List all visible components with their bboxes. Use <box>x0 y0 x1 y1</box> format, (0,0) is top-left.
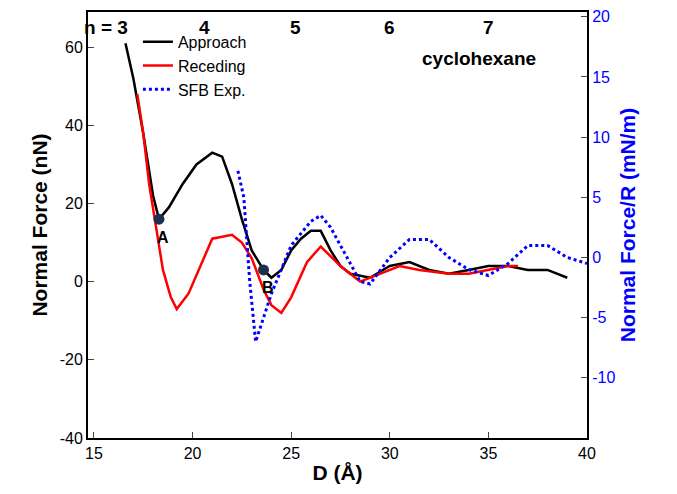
svg-text:Approach: Approach <box>178 34 247 51</box>
svg-text:6: 6 <box>384 17 395 38</box>
svg-text:15: 15 <box>85 445 103 462</box>
svg-text:-5: -5 <box>592 309 606 326</box>
svg-text:n = 3: n = 3 <box>84 17 128 38</box>
svg-text:30: 30 <box>381 445 399 462</box>
svg-text:cyclohexane: cyclohexane <box>422 48 536 69</box>
svg-text:15: 15 <box>592 69 610 86</box>
svg-text:40: 40 <box>65 117 83 134</box>
svg-text:4: 4 <box>199 17 210 38</box>
svg-text:35: 35 <box>479 445 497 462</box>
svg-text:0: 0 <box>74 273 83 290</box>
svg-text:Receding: Receding <box>178 58 246 75</box>
svg-text:B: B <box>262 279 274 296</box>
svg-text:40: 40 <box>578 445 596 462</box>
svg-text:60: 60 <box>65 39 83 56</box>
svg-text:Normal Force/R (mN/m): Normal Force/R (mN/m) <box>616 108 639 343</box>
svg-text:20: 20 <box>184 445 202 462</box>
svg-text:7: 7 <box>483 17 494 38</box>
svg-text:20: 20 <box>65 195 83 212</box>
svg-text:-20: -20 <box>60 351 83 368</box>
svg-text:25: 25 <box>282 445 300 462</box>
svg-text:D (Å): D (Å) <box>312 461 362 484</box>
svg-text:5: 5 <box>290 17 301 38</box>
svg-text:5: 5 <box>592 189 601 206</box>
svg-text:10: 10 <box>592 129 610 146</box>
svg-text:A: A <box>157 229 169 246</box>
svg-text:SFB Exp.: SFB Exp. <box>178 82 246 99</box>
svg-text:0: 0 <box>592 249 601 266</box>
svg-text:-40: -40 <box>60 430 83 447</box>
svg-text:-10: -10 <box>592 369 615 386</box>
svg-text:Normal Force (nN): Normal Force (nN) <box>28 133 51 316</box>
svg-text:20: 20 <box>592 8 610 25</box>
